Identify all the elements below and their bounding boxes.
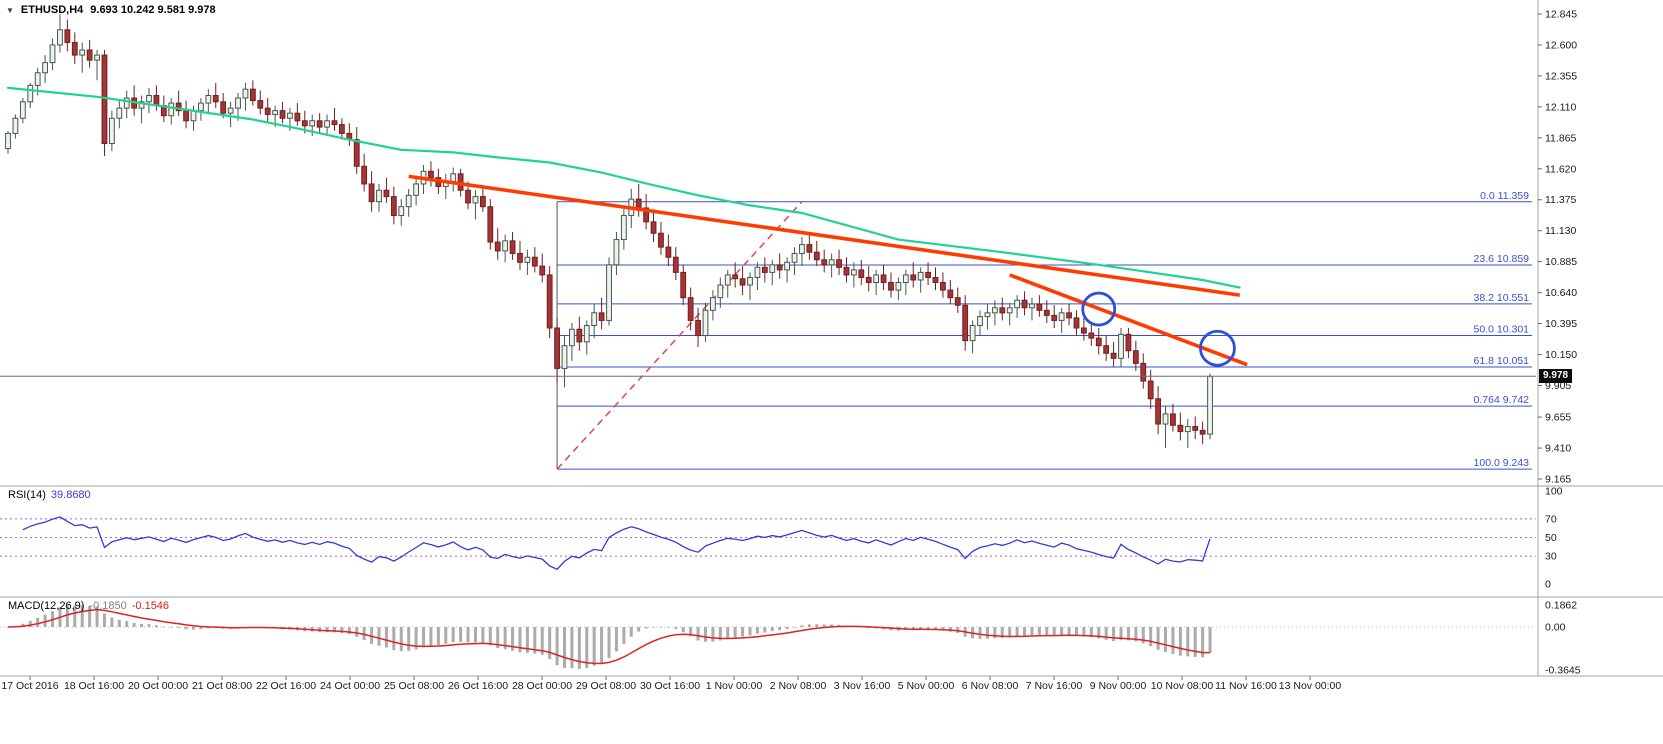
svg-text:11 Nov 16:00: 11 Nov 16:00 xyxy=(1215,680,1277,692)
svg-text:7 Nov 16:00: 7 Nov 16:00 xyxy=(1026,680,1083,692)
svg-text:100: 100 xyxy=(1545,486,1563,498)
svg-text:11.130: 11.130 xyxy=(1545,225,1576,237)
rsi-name: RSI(14) xyxy=(8,489,46,501)
svg-text:0.00: 0.00 xyxy=(1545,621,1566,633)
svg-text:-0.3645: -0.3645 xyxy=(1545,665,1581,677)
macd-name: MACD(12,26,9) xyxy=(8,600,85,612)
svg-text:61.8 10.051: 61.8 10.051 xyxy=(1474,355,1530,367)
current-price-badge: 9.978 xyxy=(1539,369,1573,383)
svg-text:22 Oct 16:00: 22 Oct 16:00 xyxy=(256,680,316,692)
rsi-axis-labels: 100 70 50 30 0 xyxy=(1545,486,1563,591)
svg-text:50.0 10.301: 50.0 10.301 xyxy=(1474,323,1530,335)
rsi-indicator-label: RSI(14) 39.8680 xyxy=(8,489,91,501)
svg-text:11.620: 11.620 xyxy=(1545,163,1576,175)
macd-indicator-label: MACD(12,26,9) -0.1850 -0.1546 xyxy=(8,600,169,612)
svg-text:9 Nov 00:00: 9 Nov 00:00 xyxy=(1090,680,1147,692)
svg-text:3 Nov 16:00: 3 Nov 16:00 xyxy=(834,680,891,692)
svg-text:5 Nov 00:00: 5 Nov 00:00 xyxy=(898,680,955,692)
svg-text:9.410: 9.410 xyxy=(1545,443,1571,455)
svg-text:50: 50 xyxy=(1545,532,1557,544)
svg-text:29 Oct 08:00: 29 Oct 08:00 xyxy=(576,680,636,692)
svg-text:2 Nov 08:00: 2 Nov 08:00 xyxy=(770,680,827,692)
moving-average-line xyxy=(6,86,1241,289)
svg-text:12.110: 12.110 xyxy=(1545,101,1576,113)
svg-text:9.655: 9.655 xyxy=(1545,412,1571,424)
broken-support-line[interactable] xyxy=(556,201,803,470)
fibonacci-retracement[interactable]: 0.0 11.359 23.6 10.859 38.2 10.551 50.0 10.… xyxy=(556,190,1532,470)
svg-text:28 Oct 00:00: 28 Oct 00:00 xyxy=(512,680,572,692)
svg-text:11.375: 11.375 xyxy=(1545,194,1576,206)
svg-text:10.395: 10.395 xyxy=(1545,318,1577,330)
svg-text:12.600: 12.600 xyxy=(1545,39,1577,51)
trendlines[interactable] xyxy=(408,174,1248,367)
svg-text:18 Oct 16:00: 18 Oct 16:00 xyxy=(64,680,124,692)
svg-text:20 Oct 00:00: 20 Oct 00:00 xyxy=(128,680,188,692)
symbol-info: ▼ ETHUSD,H4 9.693 10.242 9.581 9.978 xyxy=(6,4,216,16)
macd-main-value: -0.1850 xyxy=(89,600,127,612)
macd-signal-value: -0.1546 xyxy=(131,600,170,612)
svg-text:10 Nov 08:00: 10 Nov 08:00 xyxy=(1151,680,1214,692)
svg-text:100.0 9.243: 100.0 9.243 xyxy=(1474,457,1530,469)
rsi-line xyxy=(22,516,1211,571)
macd-histogram xyxy=(6,605,1212,670)
svg-text:38.2 10.551: 38.2 10.551 xyxy=(1474,292,1530,304)
svg-text:0.0 11.359: 0.0 11.359 xyxy=(1480,190,1529,202)
svg-text:12.355: 12.355 xyxy=(1545,70,1577,82)
svg-text:10.150: 10.150 xyxy=(1545,349,1577,361)
svg-text:26 Oct 16:00: 26 Oct 16:00 xyxy=(448,680,508,692)
panel-separators xyxy=(0,0,1663,677)
svg-text:0.1862: 0.1862 xyxy=(1545,600,1577,612)
svg-text:10.640: 10.640 xyxy=(1545,287,1577,299)
svg-text:24 Oct 00:00: 24 Oct 00:00 xyxy=(320,680,380,692)
svg-text:17 Oct 2016: 17 Oct 2016 xyxy=(1,680,58,692)
svg-text:9.165: 9.165 xyxy=(1545,474,1571,486)
svg-text:30: 30 xyxy=(1545,551,1557,563)
svg-text:21 Oct 08:00: 21 Oct 08:00 xyxy=(192,680,252,692)
svg-text:12.845: 12.845 xyxy=(1545,9,1577,21)
chart-dropdown-icon[interactable]: ▼ xyxy=(6,5,14,15)
svg-text:70: 70 xyxy=(1545,513,1557,525)
symbol-ohlc-values: 9.693 10.242 9.581 9.978 xyxy=(90,4,216,16)
symbol-timeframe: ETHUSD,H4 xyxy=(20,4,84,16)
svg-text:23.6 10.859: 23.6 10.859 xyxy=(1474,253,1530,265)
svg-text:1 Nov 00:00: 1 Nov 00:00 xyxy=(706,680,763,692)
time-axis-labels[interactable]: 17 Oct 2016 18 Oct 16:00 20 Oct 00:00 21 Oc… xyxy=(1,676,1341,692)
highlight-circles[interactable] xyxy=(1081,291,1236,367)
svg-text:0.764 9.742: 0.764 9.742 xyxy=(1474,394,1530,406)
svg-text:6 Nov 08:00: 6 Nov 08:00 xyxy=(962,680,1019,692)
rsi-value: 39.8680 xyxy=(50,489,91,501)
svg-text:25 Oct 08:00: 25 Oct 08:00 xyxy=(384,680,444,692)
macd-axis-labels: 0.1862 0.00 -0.3645 xyxy=(1545,600,1581,677)
svg-text:0: 0 xyxy=(1545,579,1551,591)
svg-text:30 Oct 16:00: 30 Oct 16:00 xyxy=(640,680,700,692)
svg-text:10.885: 10.885 xyxy=(1545,256,1577,268)
macd-signal-line xyxy=(7,608,1210,665)
svg-text:11.865: 11.865 xyxy=(1545,132,1576,144)
svg-text:13 Nov 00:00: 13 Nov 00:00 xyxy=(1279,680,1342,692)
